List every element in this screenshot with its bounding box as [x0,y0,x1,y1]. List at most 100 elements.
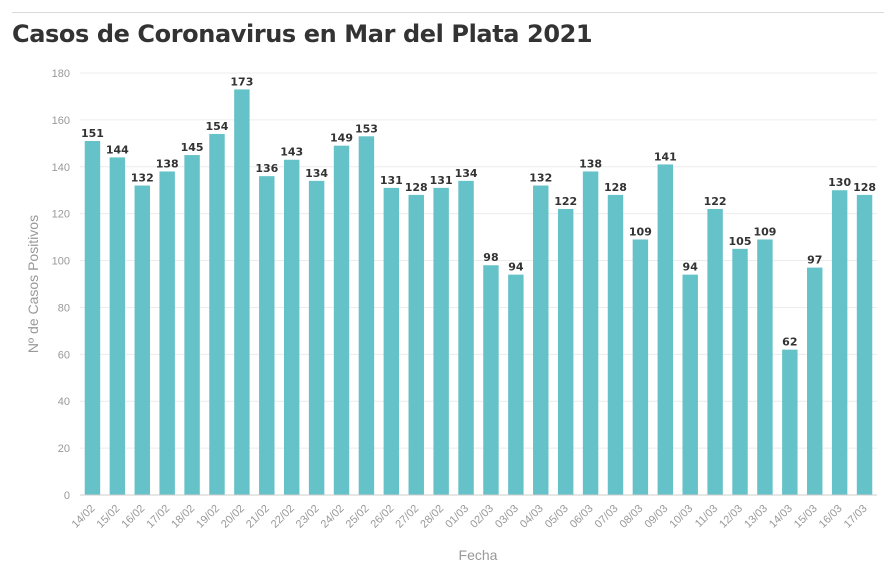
x-tick-label: 24/02 [319,503,347,531]
x-tick-label: 05/03 [543,503,571,531]
bar-value-label: 130 [828,176,851,189]
x-tick-label: 13/03 [742,503,770,531]
bar [782,349,798,495]
bar-value-label: 143 [280,146,303,159]
bars [84,89,873,496]
x-axis-title: Fecha [459,547,498,563]
bar [707,208,723,495]
bar-value-label: 122 [704,195,727,208]
bar-value-label: 132 [529,172,552,185]
bar [234,89,250,496]
bar [84,140,101,495]
bar [607,194,624,495]
bar [283,159,300,495]
bar-value-label: 141 [654,150,677,163]
bar-value-label: 138 [156,157,179,170]
bar [159,171,175,495]
bar-value-label: 145 [181,141,204,154]
bar [134,185,150,496]
x-tick-label: 06/03 [568,503,596,531]
y-tick-label: 80 [58,302,70,314]
bar-value-label: 138 [579,157,602,170]
bar [259,176,275,495]
bar [856,194,873,495]
x-tick-label: 04/03 [518,503,546,531]
bar-value-label: 122 [554,195,577,208]
x-tick-label: 03/03 [493,503,521,531]
x-tick-label: 15/03 [792,503,820,531]
bar [383,187,400,495]
bar-value-label: 144 [106,143,129,156]
bar-value-label: 62 [782,336,797,349]
bar [433,187,449,495]
value-labels: 1511441321381451541731361431341491531311… [81,75,876,348]
bar [308,180,325,495]
y-axis-ticks: 0 20 40 60 80 100 120 140 160 180 [52,68,70,502]
x-tick-label: 01/03 [443,503,471,531]
x-tick-label: 08/03 [618,503,646,531]
bar [333,145,350,495]
x-tick-label: 16/03 [817,503,845,531]
bar-value-label: 134 [305,167,328,180]
bar [632,239,649,495]
bar [732,248,748,495]
y-tick-label: 0 [64,490,70,502]
y-tick-label: 180 [52,68,70,80]
x-tick-label: 25/02 [344,503,372,531]
bar-value-label: 131 [380,174,403,187]
bar [582,171,599,495]
bar-value-label: 98 [483,251,498,264]
bar [807,267,823,495]
bar [508,274,524,495]
x-tick-label: 14/02 [70,503,98,531]
y-tick-label: 40 [58,396,70,408]
bar-value-label: 154 [206,120,229,133]
top-divider [12,12,884,13]
x-tick-label: 16/02 [119,503,147,531]
bar-value-label: 109 [629,225,652,238]
x-tick-label: 18/02 [169,503,197,531]
x-tick-label: 19/02 [194,503,222,531]
bar-value-label: 128 [604,181,627,194]
bar [109,157,126,495]
x-tick-label: 12/03 [717,503,745,531]
bar [458,180,474,495]
bar-value-label: 105 [729,235,752,248]
bar-value-label: 109 [753,225,776,238]
bar-value-label: 136 [255,162,278,175]
bar-value-label: 94 [683,261,699,274]
x-tick-label: 07/03 [593,503,621,531]
x-tick-label: 23/02 [294,503,322,531]
x-tick-label: 11/03 [693,503,720,530]
y-tick-label: 160 [52,115,70,127]
x-tick-label: 02/03 [468,503,496,531]
bar-value-label: 153 [355,122,378,135]
y-axis-title: Nº de Casos Positivos [25,215,41,353]
x-tick-label: 09/03 [642,503,670,531]
y-tick-label: 100 [52,256,70,268]
bar [682,274,698,495]
bar [209,133,225,495]
bar-value-label: 134 [455,167,478,180]
x-tick-label: 17/03 [842,503,870,531]
bar [483,265,499,495]
y-tick-label: 20 [58,443,70,455]
x-tick-label: 27/02 [393,503,421,531]
bar-value-label: 128 [853,181,876,194]
bar [557,208,574,495]
x-tick-label: 14/03 [767,503,795,531]
bar [358,136,375,496]
y-tick-label: 140 [52,162,70,174]
bar [657,164,674,495]
bar-value-label: 151 [81,127,104,140]
bar [831,190,848,495]
x-axis-ticks: 14/0215/0216/0217/0218/0219/0220/0221/02… [70,503,870,531]
chart-title: Casos de Coronavirus en Mar del Plata 20… [12,20,593,48]
bar-value-label: 173 [230,75,253,88]
x-tick-label: 26/02 [368,503,396,531]
y-tick-label: 120 [52,209,70,221]
x-tick-label: 15/02 [95,503,123,531]
x-tick-label: 28/02 [418,503,446,531]
bar [408,194,424,495]
